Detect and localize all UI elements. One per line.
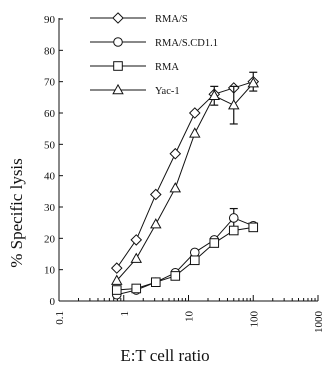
y-tick-label: 90 [44,14,56,26]
data-point [110,262,123,274]
legend-marker [112,12,124,24]
data-point [131,283,142,294]
data-point [149,188,162,201]
data-point [188,107,201,119]
legend-marker [113,37,123,47]
data-point [170,271,181,281]
y-tick-label: 20 [44,233,56,245]
legend-label: RMA/S.CD1.1 [155,38,218,49]
x-tick-label: 0.1 [54,311,66,325]
data-point [130,252,143,263]
legend-label: Yac-1 [155,86,180,97]
y-tick-label: 10 [44,265,56,277]
legend-marker [112,83,124,95]
series-line [116,82,254,281]
legend-label: RMA [155,62,179,73]
data-point [150,277,161,287]
data-point [189,255,200,266]
legend-item: RMA [90,61,179,73]
data-point [150,218,162,229]
series-triangle [111,77,260,285]
x-tick-label: 1 [119,311,131,317]
data-point [248,222,259,233]
data-point [169,147,182,160]
y-tick-label: 60 [44,108,56,120]
data-point [169,182,182,193]
data-point [228,225,239,236]
legend-item: Yac-1 [90,83,180,97]
y-tick-label: 40 [44,171,56,183]
y-tick-label: 70 [44,77,56,89]
y-tick-label: 50 [44,139,56,151]
legend-item: RMA/S [90,12,188,25]
y-tick-label: 0 [50,296,56,308]
data-point [247,77,260,88]
x-tick-label: 1000 [313,311,324,334]
x-axis-title: E:T cell ratio [120,346,209,365]
legend-label: RMA/S [155,14,188,25]
legend: RMA/S RMA/S.CD1.1 RMA Yac-1 [90,12,218,97]
data-point [111,274,123,285]
legend-item: RMA/S.CD1.1 [90,37,218,49]
y-tick-label: 80 [44,45,56,57]
y-axis-title: % Specific lysis [7,158,26,268]
data-point [189,127,201,138]
series-square [111,222,259,295]
data-point [189,247,200,258]
axes: 0 10 20 30 40 50 60 70 80 90 0.1 1 10 100 1000 [44,14,324,333]
legend-marker [113,61,123,71]
data-point [111,285,122,295]
series-layer [110,71,260,300]
data-point [228,99,240,110]
data-point [228,213,239,223]
x-tick-label: 100 [248,311,260,328]
data-point [209,238,220,248]
y-tick-label: 30 [44,202,56,214]
data-point [208,89,221,100]
data-point [130,234,143,246]
x-tick-label: 10 [184,311,196,323]
